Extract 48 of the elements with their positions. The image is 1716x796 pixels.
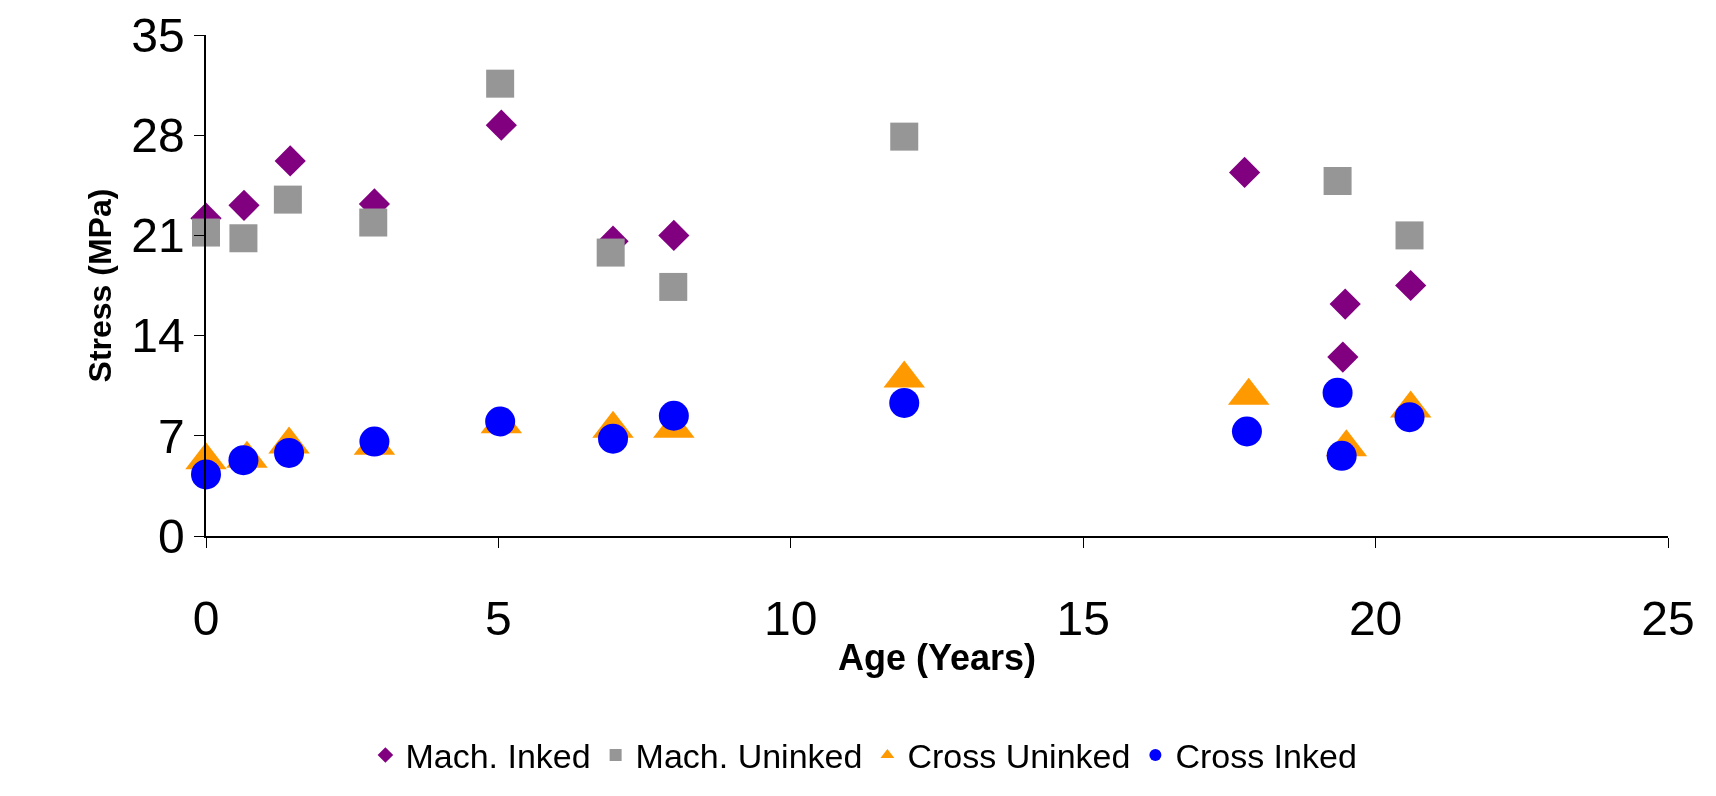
y-tick-label: 7: [157, 409, 185, 463]
point: [485, 109, 517, 141]
point: [228, 445, 259, 476]
y-tick-label: 0: [157, 509, 185, 563]
point: [1394, 402, 1425, 433]
point: [1395, 221, 1424, 250]
point: [1323, 167, 1352, 196]
point: [889, 387, 920, 418]
y-tick-label: 35: [131, 8, 185, 62]
point: [191, 459, 221, 490]
point: [229, 224, 258, 253]
point: [1229, 156, 1261, 189]
y-tick-label: 21: [131, 209, 185, 263]
x-tick-label: 10: [764, 592, 818, 646]
x-tick-label: 20: [1348, 592, 1403, 646]
point: [1326, 440, 1357, 471]
point: [273, 185, 302, 214]
legend-label: Mach. Inked: [405, 737, 591, 776]
point: [596, 238, 625, 267]
point: [1327, 341, 1359, 373]
point: [359, 208, 388, 237]
legend-label: Cross Inked: [1175, 737, 1357, 776]
y-tick-label: 14: [131, 309, 185, 363]
point: [890, 122, 919, 151]
point: [1395, 269, 1427, 302]
point: [359, 426, 390, 457]
legend-label: Mach. Uninked: [635, 737, 863, 776]
point: [274, 145, 306, 177]
point: [658, 219, 690, 251]
y-tick-label: 28: [131, 109, 185, 162]
x-axis-title: Age (Years): [837, 636, 1037, 678]
x-tick-label: 5: [485, 592, 512, 646]
legend-label: Cross Uninked: [907, 737, 1131, 776]
point: [228, 189, 260, 221]
point: [1231, 416, 1262, 447]
point: [192, 218, 220, 247]
point: [486, 69, 515, 98]
y-axis-title: Stress (MPa): [82, 188, 119, 383]
point: [598, 423, 629, 454]
point: [485, 406, 516, 437]
point: [658, 400, 689, 431]
x-tick-label: 0: [192, 592, 220, 646]
point: [659, 272, 688, 301]
x-tick-label: 25: [1641, 592, 1695, 646]
point: [274, 437, 305, 468]
x-tick-label: 15: [1056, 592, 1110, 646]
point: [1329, 288, 1361, 320]
point: [1322, 377, 1353, 408]
